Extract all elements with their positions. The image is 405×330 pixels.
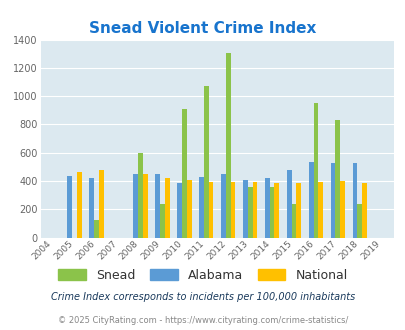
Bar bbox=[242, 180, 247, 238]
Bar bbox=[313, 103, 318, 238]
Bar bbox=[335, 120, 339, 238]
Bar bbox=[177, 183, 181, 238]
Bar bbox=[198, 178, 203, 238]
Bar bbox=[356, 204, 361, 238]
Bar bbox=[99, 170, 104, 238]
Bar bbox=[269, 187, 274, 238]
Bar bbox=[247, 187, 252, 238]
Bar bbox=[230, 182, 235, 238]
Bar bbox=[352, 163, 356, 238]
Bar bbox=[138, 153, 143, 238]
Bar bbox=[225, 53, 230, 238]
Bar bbox=[330, 163, 335, 238]
Bar bbox=[133, 174, 138, 238]
Bar bbox=[296, 183, 301, 238]
Bar bbox=[208, 182, 213, 238]
Bar bbox=[220, 174, 225, 238]
Bar bbox=[339, 181, 344, 238]
Bar bbox=[361, 183, 366, 238]
Bar bbox=[274, 183, 279, 238]
Text: Crime Index corresponds to incidents per 100,000 inhabitants: Crime Index corresponds to incidents per… bbox=[51, 292, 354, 302]
Bar bbox=[77, 172, 82, 238]
Legend: Snead, Alabama, National: Snead, Alabama, National bbox=[53, 264, 352, 287]
Bar bbox=[264, 178, 269, 238]
Bar bbox=[252, 182, 257, 238]
Bar bbox=[181, 109, 186, 238]
Bar bbox=[308, 162, 313, 238]
Bar bbox=[67, 176, 72, 238]
Bar bbox=[286, 170, 291, 238]
Text: Snead Violent Crime Index: Snead Violent Crime Index bbox=[89, 21, 316, 36]
Text: © 2025 CityRating.com - https://www.cityrating.com/crime-statistics/: © 2025 CityRating.com - https://www.city… bbox=[58, 315, 347, 325]
Bar bbox=[160, 204, 164, 238]
Bar bbox=[164, 178, 169, 238]
Bar bbox=[318, 182, 322, 238]
Bar bbox=[291, 204, 296, 238]
Bar bbox=[143, 174, 147, 238]
Bar bbox=[186, 180, 191, 238]
Bar bbox=[203, 86, 208, 238]
Bar bbox=[89, 178, 94, 238]
Bar bbox=[94, 220, 99, 238]
Bar bbox=[155, 174, 160, 238]
